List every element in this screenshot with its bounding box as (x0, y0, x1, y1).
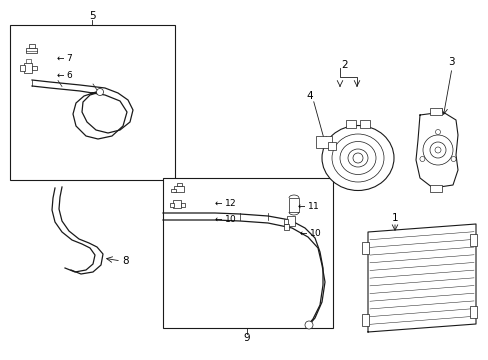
Ellipse shape (347, 149, 367, 167)
Circle shape (429, 142, 445, 158)
Circle shape (419, 157, 424, 162)
Text: 2: 2 (341, 60, 347, 70)
Polygon shape (415, 112, 457, 188)
Bar (163, 178, 332, 328)
Bar (171, 189, 176, 192)
Bar (361, 242, 368, 254)
Text: 3: 3 (447, 57, 453, 67)
Circle shape (305, 321, 312, 329)
Bar (327, 142, 335, 150)
Ellipse shape (321, 126, 393, 190)
Text: $\leftarrow$6: $\leftarrow$6 (55, 68, 73, 80)
Ellipse shape (339, 141, 375, 175)
Bar (346, 120, 355, 128)
Bar (24, 63, 32, 73)
Bar (20, 65, 25, 71)
Circle shape (352, 153, 362, 163)
Bar (469, 306, 476, 318)
Text: $\leftarrow$7: $\leftarrow$7 (55, 51, 73, 63)
Ellipse shape (331, 134, 383, 182)
Bar (315, 136, 331, 148)
Bar (29, 44, 35, 48)
Text: $\leftarrow$10: $\leftarrow$10 (297, 226, 321, 238)
Bar (173, 200, 181, 208)
Text: 1: 1 (391, 213, 398, 223)
Text: $\leftarrow$10: $\leftarrow$10 (213, 212, 236, 224)
Text: 9: 9 (243, 333, 250, 343)
Text: 4: 4 (306, 91, 313, 101)
Bar (429, 108, 441, 115)
Text: 8: 8 (122, 256, 128, 266)
Bar (177, 183, 182, 186)
Bar (170, 203, 174, 207)
Bar (359, 120, 369, 128)
Bar (284, 224, 288, 230)
Polygon shape (367, 224, 475, 332)
Circle shape (435, 130, 440, 135)
Bar (10, 25, 175, 180)
Bar (181, 203, 184, 207)
Bar (174, 186, 183, 192)
Bar (32, 66, 37, 70)
Bar (429, 185, 441, 192)
Circle shape (96, 89, 103, 95)
Text: $\leftarrow$12: $\leftarrow$12 (213, 197, 236, 207)
Circle shape (422, 135, 452, 165)
Bar (361, 314, 368, 326)
Bar (284, 219, 287, 224)
Bar (286, 216, 294, 226)
Text: 5: 5 (88, 11, 95, 21)
Bar (26, 48, 37, 53)
Text: $\leftarrow$11: $\leftarrow$11 (295, 199, 319, 211)
Bar (26, 59, 31, 63)
Circle shape (450, 157, 455, 162)
Circle shape (434, 147, 440, 153)
Bar (469, 234, 476, 246)
Bar (288, 198, 298, 212)
